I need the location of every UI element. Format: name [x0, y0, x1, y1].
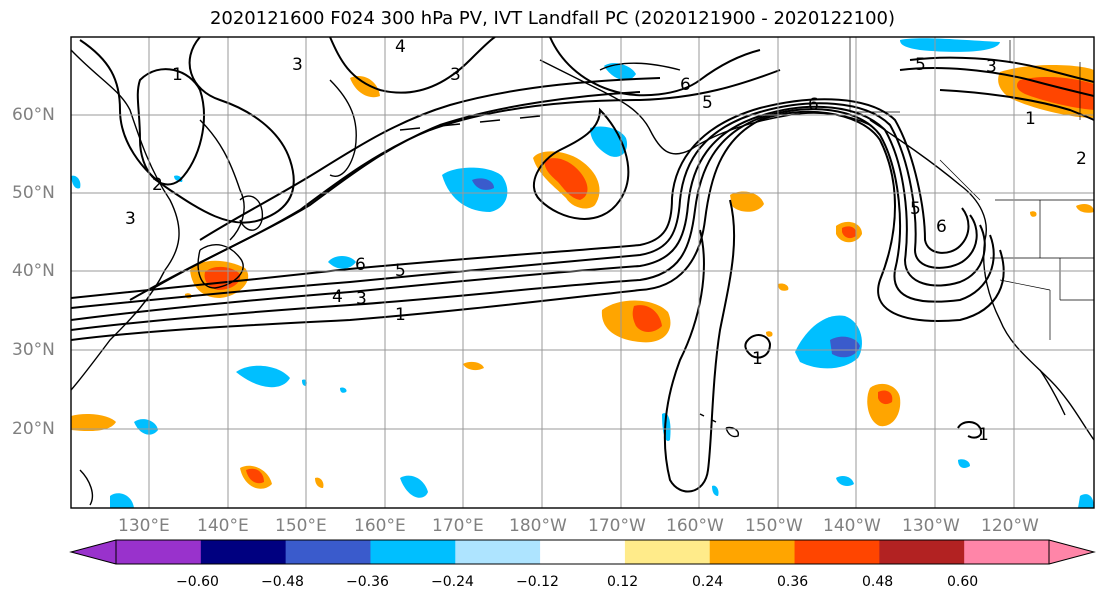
lon-label: 180°W [509, 516, 567, 536]
lon-label: 170°W [588, 516, 646, 536]
lat-label: 60°N [12, 105, 55, 125]
lon-label: 160°E [354, 516, 406, 536]
lon-label: 150°W [745, 516, 803, 536]
map-title: 2020121600 F024 300 hPa PV, IVT Landfall… [209, 8, 896, 29]
lon-label: 170°E [432, 516, 484, 536]
colorbar-segment [624, 540, 711, 564]
colorbar-tick-label: −0.12 [516, 574, 559, 590]
colorbar-segment [200, 540, 287, 564]
colorbar-tick-label: 0.60 [947, 574, 979, 590]
contour-label: 1 [172, 65, 183, 85]
contour-label: 3 [356, 289, 367, 309]
contour-label: 3 [450, 65, 461, 85]
lon-label: 140°E [197, 516, 249, 536]
colorbar-segment [116, 540, 202, 564]
colorbar-segment [879, 540, 965, 564]
coastlines [71, 49, 1094, 506]
lat-label: 50°N [12, 183, 55, 203]
colorbar-tick-label: −0.48 [261, 574, 304, 590]
colorbar-frame [115, 539, 1050, 565]
colorbar-segment [285, 540, 371, 564]
lon-label: 150°E [275, 516, 327, 536]
contour-label: 6 [808, 95, 819, 115]
contour-label: 6 [936, 217, 947, 237]
contour-label: 3 [292, 55, 303, 75]
colorbar-segment [964, 540, 1050, 564]
contour-label: 5 [702, 93, 713, 113]
colorbar [69, 539, 1096, 565]
contour-label: 3 [986, 57, 997, 77]
lat-label: 40°N [12, 261, 55, 281]
colorbar-segment [794, 540, 880, 564]
lat-label: 30°N [12, 340, 55, 360]
colorbar-tick-label: −0.24 [431, 574, 474, 590]
colorbar-segment [370, 540, 456, 564]
contour-label: 1 [395, 305, 406, 325]
graticule [71, 37, 1094, 508]
colorbar-tick-label: −0.60 [176, 574, 219, 590]
contour-label: 5 [915, 55, 926, 75]
contour-label: 1 [978, 425, 989, 445]
colorbar-segment [455, 540, 541, 564]
lon-label: 130°E [118, 516, 170, 536]
colorbar-tick-label: −0.36 [346, 574, 389, 590]
colorbar-tick-label: 0.12 [607, 574, 639, 590]
lon-label: 130°W [902, 516, 960, 536]
colorbar-tick-label: 0.48 [862, 574, 894, 590]
contour-label: 1 [752, 349, 763, 369]
colorbar-extend-low [71, 540, 116, 564]
contour-label: 3 [125, 209, 136, 229]
lon-label: 140°W [823, 516, 881, 536]
ivt-contours [71, 37, 1094, 493]
map-frame [70, 36, 1095, 509]
colorbar-tick-label: 0.24 [692, 574, 724, 590]
contour-label: 2 [1076, 149, 1087, 169]
contour-label: 6 [355, 255, 366, 275]
contour-label: 4 [395, 37, 406, 57]
contour-label: 5 [910, 199, 921, 219]
colorbar-segment [540, 540, 626, 564]
contour-label: 6 [680, 75, 691, 95]
lon-label: 120°W [981, 516, 1039, 536]
contour-label: 4 [332, 287, 343, 307]
contour-label: 5 [395, 261, 406, 281]
colorbar-segment [709, 540, 796, 564]
contour-label: 2 [152, 175, 163, 195]
colorbar-extend-high [1049, 540, 1094, 564]
pv-anomaly-fields [71, 38, 1094, 508]
contour-label: 1 [1025, 109, 1036, 129]
colorbar-tick-label: 0.36 [777, 574, 809, 590]
lon-label: 160°W [666, 516, 724, 536]
lat-label: 20°N [12, 419, 55, 439]
